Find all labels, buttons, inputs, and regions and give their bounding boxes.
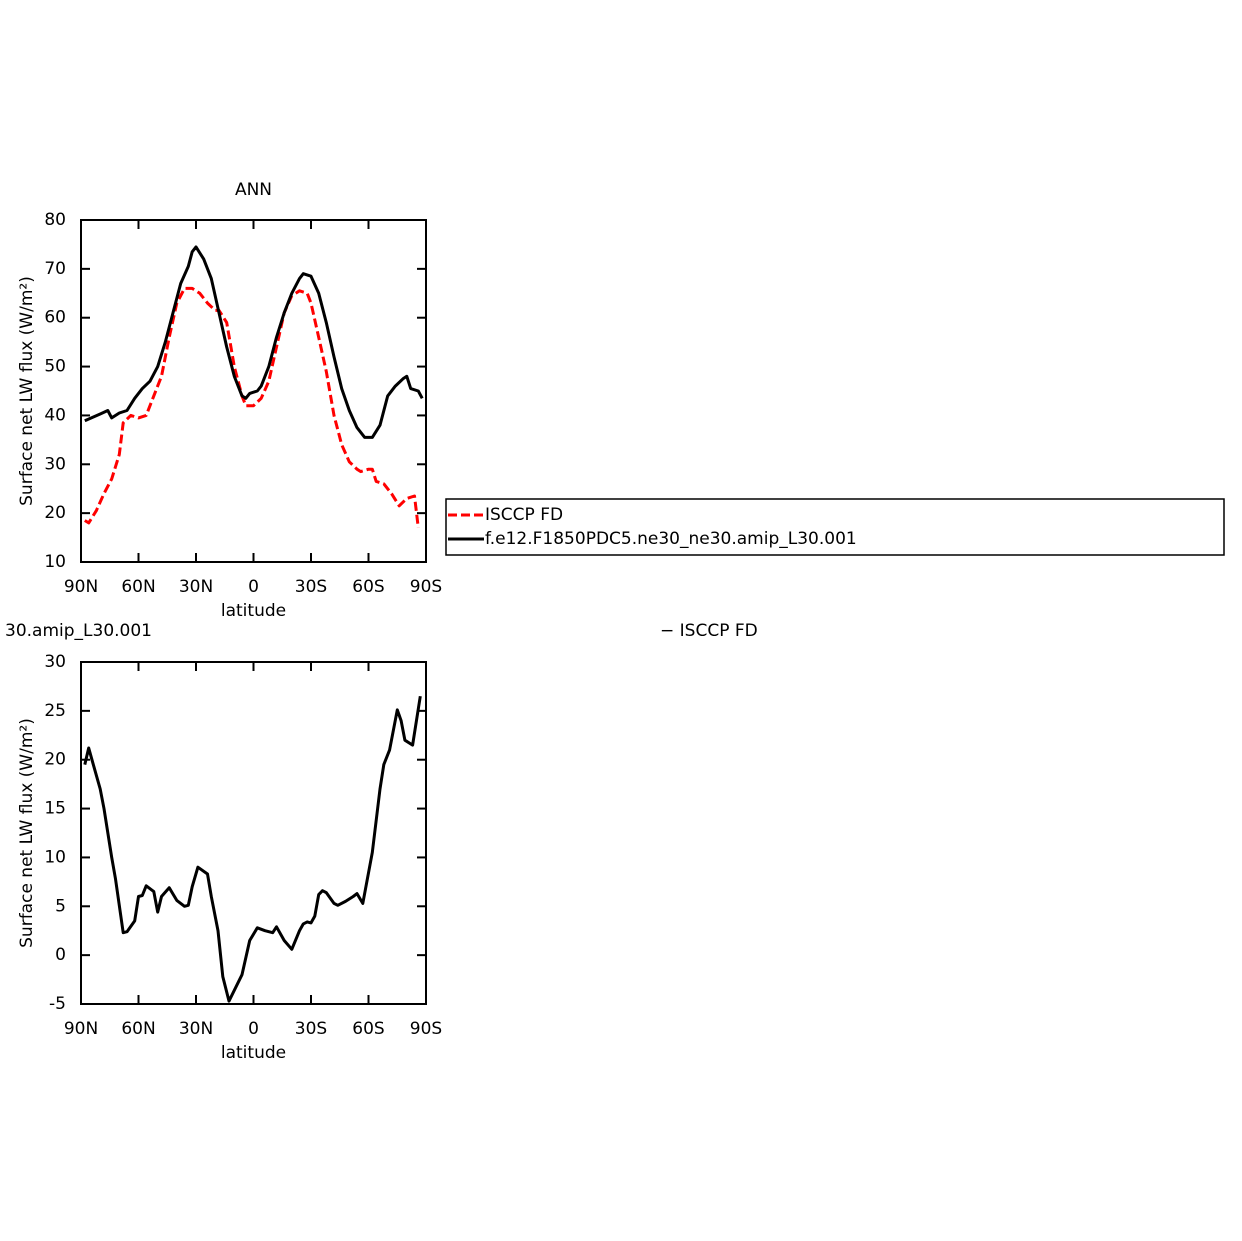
legend-label: ISCCP FD (485, 505, 563, 525)
y-tick-label: 25 (44, 701, 66, 721)
data-line (84, 245, 424, 439)
x-axis-label: latitude (221, 601, 286, 621)
x-tick-label: 60S (352, 577, 384, 597)
y-tick-label: 80 (44, 210, 66, 230)
chart-title: 30.amip_L30.001 (5, 621, 152, 641)
legend-box (445, 498, 1225, 556)
y-tick-label: 30 (44, 652, 66, 672)
y-tick-label: 60 (44, 308, 66, 328)
x-tick-label: 30S (295, 577, 327, 597)
y-tick-label: 50 (44, 357, 66, 377)
x-tick-label: 90S (410, 1019, 442, 1039)
y-tick-label: 10 (44, 552, 66, 572)
x-tick-label: 90S (410, 577, 442, 597)
plot-frame (80, 661, 427, 1005)
x-axis-label: latitude (221, 1043, 286, 1063)
data-line (84, 286, 420, 528)
y-tick-label: 30 (44, 454, 66, 474)
x-tick-label: 0 (248, 1019, 259, 1039)
x-tick-label: 60S (352, 1019, 384, 1039)
y-tick-label: 0 (55, 945, 66, 965)
x-tick-label: 30N (179, 1019, 213, 1039)
x-tick-label: 60N (121, 1019, 155, 1039)
plot-frame (80, 219, 427, 563)
y-tick-label: 20 (44, 750, 66, 770)
y-tick-label: 70 (44, 259, 66, 279)
y-tick-label: 20 (44, 503, 66, 523)
x-tick-label: 0 (248, 577, 259, 597)
y-tick-label: 10 (44, 847, 66, 867)
x-tick-label: 30S (295, 1019, 327, 1039)
legend-label: f.e12.F1850PDC5.ne30_ne30.amip_L30.001 (485, 529, 857, 549)
x-tick-label: 90N (64, 577, 98, 597)
y-tick-label: 5 (55, 896, 66, 916)
data-line (83, 695, 422, 1003)
x-tick-label: 60N (121, 577, 155, 597)
y-tick-label: -5 (49, 994, 66, 1014)
y-axis-label: Surface net LW flux (W/m²) (17, 718, 37, 948)
y-tick-label: 15 (44, 799, 66, 819)
x-tick-label: 90N (64, 1019, 98, 1039)
chart-title: − ISCCP FD (660, 621, 758, 641)
y-tick-label: 40 (44, 405, 66, 425)
chart-title: ANN (235, 180, 272, 200)
y-axis-label: Surface net LW flux (W/m²) (17, 276, 37, 506)
x-tick-label: 30N (179, 577, 213, 597)
